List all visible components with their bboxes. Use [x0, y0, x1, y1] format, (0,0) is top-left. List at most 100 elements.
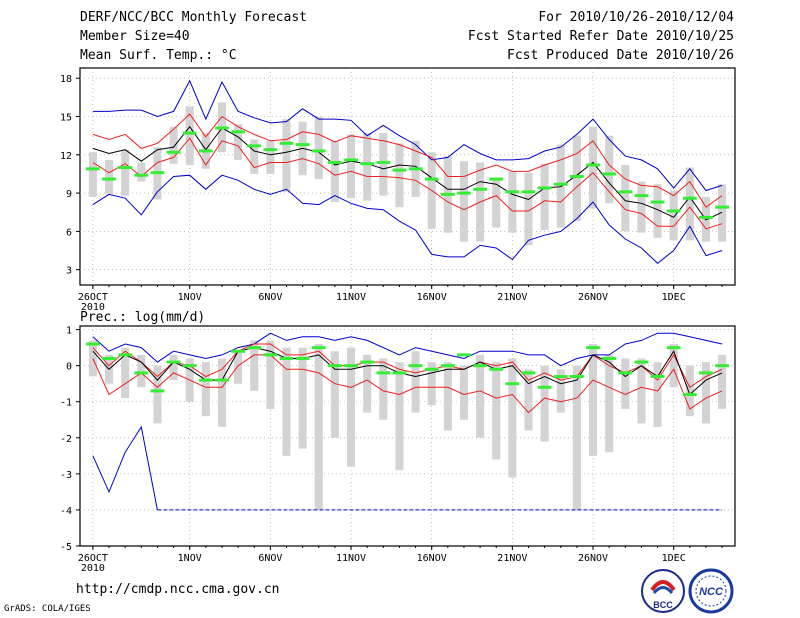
panel2-forecast-marker [263, 353, 278, 357]
panel1-forecast-marker [166, 150, 181, 154]
panel2-spread-box [556, 369, 565, 413]
panel1-spread-box [88, 152, 97, 197]
panel1-forecast-marker [699, 215, 713, 219]
panel2-spread-box [653, 362, 662, 427]
panel1-spread-box [637, 181, 646, 233]
panel2-spread-box [121, 347, 130, 399]
panel2-spread-box [282, 347, 291, 456]
variable-label: Mean Surf. Temp.: °C [80, 48, 237, 63]
panel1-forecast-marker [489, 177, 504, 181]
forecast-start-date: Fcst Started Refer Date 2010/10/25 [467, 29, 734, 44]
panel2-forecast-marker [715, 364, 729, 368]
panel1-x-tick-label: 26NOV [578, 292, 608, 303]
panel1-spread-box [572, 135, 581, 222]
panel2-forecast-marker [424, 367, 439, 371]
grads-credit: GrADS: COLA/IGES [4, 604, 91, 614]
panel2-spread-box [701, 362, 710, 424]
panel1-y-tick-label: 15 [60, 113, 72, 124]
panel2-x-tick-label: 1DEC [662, 553, 686, 564]
panel2-spread-box [621, 358, 630, 409]
panel2-y-tick-label: -1 [60, 398, 72, 409]
panel2-spread-box [669, 344, 678, 388]
panel1-forecast-marker [392, 168, 407, 172]
source-url[interactable]: http://cmdp.ncc.cma.gov.cn [76, 582, 280, 597]
panel1-forecast-marker [198, 149, 213, 153]
panel2-spread-box [459, 365, 468, 420]
panel2-forecast-marker [570, 374, 584, 378]
panel1-spread-box [379, 133, 388, 196]
panel1-x-tick-label: 26OCT [78, 292, 108, 303]
panel1-spread-box [718, 184, 727, 242]
panel2-forecast-marker [328, 364, 342, 368]
panel2-spread-box [540, 365, 549, 442]
panel2-forecast-marker [699, 371, 713, 375]
svg-text:BCC: BCC [653, 600, 673, 610]
panel2-forecast-marker [618, 371, 633, 375]
panel2-x-tick-label: 26OCT [78, 553, 108, 564]
panel2-forecast-marker [215, 378, 229, 382]
panel2-forecast-marker [118, 353, 133, 357]
panel2-spread-box [330, 351, 339, 438]
panel2-max-line [92, 332, 723, 367]
panel2-spread-box [379, 358, 388, 420]
panel2-y-tick-label: -5 [60, 542, 72, 553]
panel2-y-tick-label: 1 [66, 326, 72, 337]
panel2-spread-box [363, 354, 372, 413]
panel1-y-tick-label: 12 [60, 151, 72, 162]
panel1-forecast-marker [473, 187, 487, 191]
panel1-y-tick-label: 6 [66, 227, 72, 238]
panel2-ensemble-mean-line [92, 347, 723, 396]
panel2-forecast-marker [553, 374, 568, 378]
panel2-spread-box [250, 340, 259, 391]
panel1-x-tick-label: 1NOV [178, 292, 202, 303]
panel1-spread-box [363, 133, 372, 201]
panel1-forecast-marker [182, 131, 197, 135]
panel2-spread-box [298, 347, 307, 449]
panel1-spread-box [621, 165, 630, 232]
panel1-x-year-label: 2010 [81, 302, 105, 313]
panel2-forecast-marker [134, 371, 149, 375]
panel1-y-tick-label: 3 [66, 266, 72, 277]
panel2-forecast-marker [247, 346, 262, 350]
panel2-forecast-marker [279, 356, 294, 360]
panel2-spread-box [153, 365, 162, 424]
panel2-forecast-marker [376, 371, 391, 375]
panel2-y-tick-label: -4 [60, 506, 72, 517]
panel1-spread-box [588, 126, 598, 209]
panel1-forecast-marker [634, 194, 649, 198]
panel2-forecast-marker [231, 349, 245, 353]
panel2-forecast-marker [505, 382, 520, 386]
panel2-title: Prec.: log(mm/d) [80, 310, 205, 325]
panel1-spread-box [347, 134, 356, 199]
panel1-spread-box [605, 135, 614, 204]
panel1-forecast-marker [295, 143, 310, 147]
panel2-x-tick-label: 1NOV [178, 553, 202, 564]
panel1-forecast-marker [328, 160, 342, 164]
panel2-forecast-marker [166, 360, 181, 364]
panel1-forecast-marker [440, 192, 455, 196]
panel2-spread-box [169, 354, 178, 381]
panel2-spread-box [605, 354, 614, 453]
panel2-forecast-marker [344, 364, 358, 368]
panel1-x-tick-label: 1DEC [662, 292, 686, 303]
forecast-period: For 2010/10/26-2010/12/04 [538, 10, 734, 25]
panel2-spread-box [234, 351, 243, 384]
panel1-spread-box [137, 162, 146, 182]
panel2-forecast-marker [392, 371, 407, 375]
panel1-spread-box [282, 119, 291, 192]
panel1-spread-box [395, 143, 404, 208]
panel2-forecast-marker [311, 346, 326, 350]
panel1-forecast-marker [231, 130, 245, 134]
panel1-forecast-marker [247, 144, 262, 148]
panel2-spread-box [137, 354, 146, 388]
panel1-upper-spread-line [92, 113, 723, 208]
panel2-spread-box [266, 340, 275, 409]
panel2-x-tick-label: 6NOV [258, 553, 282, 564]
panel1-forecast-marker [102, 177, 116, 181]
panel2-spread-box [347, 347, 356, 467]
panel1-max-line [92, 79, 723, 192]
panel1-forecast-marker [521, 190, 536, 194]
panel1-forecast-marker [715, 205, 729, 209]
panel1-forecast-marker [134, 173, 149, 177]
